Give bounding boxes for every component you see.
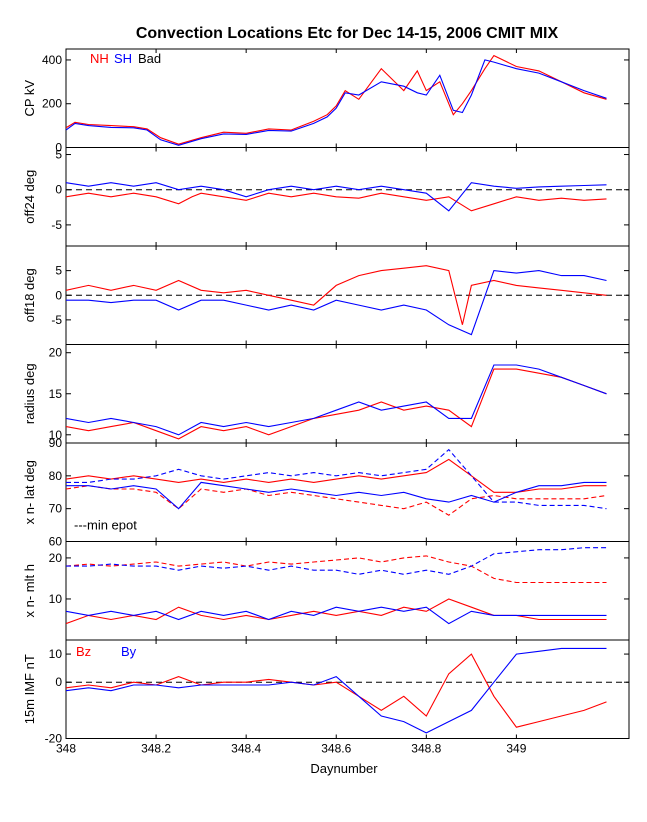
y-tick-label: -20 [45,732,63,746]
series-line-nh [66,54,607,145]
series-group [66,448,607,516]
series-line-nh [66,192,607,212]
legend-nh: NH [90,51,109,66]
panel-imf: -20 0 10 15m IMF nT Bz By [22,639,630,746]
y-tick-label: 10 [49,592,63,606]
legend-by: By [121,644,137,659]
panel-radius: 10 15 20 radius deg [22,344,630,444]
y-tick-label: 80 [49,469,63,483]
x-tick-label: 349 [506,742,526,756]
series-group [66,364,607,440]
y-tick-label: 0 [55,675,62,689]
x-axis: 348 348.2 348.4 348.6 348.8 349 [56,742,527,756]
series-line-sh [66,59,607,146]
series-line-nh-dashed [66,555,607,584]
y-axis-label: radius deg [22,363,37,424]
y-tick-label: 15 [49,387,63,401]
y-tick-label: 70 [49,502,63,516]
y-axis-label: x n- lat deg [22,460,37,524]
chart-title: Convection Locations Etc for Dec 14-15, … [136,25,559,42]
y-tick-label: 20 [49,346,63,360]
y-tick-label: 90 [49,436,63,450]
legend-bad: Bad [138,51,161,66]
series-line-by [66,647,607,734]
series-line-nh-dashed [66,485,607,516]
y-tick-label: 10 [49,647,63,661]
legend-bz: Bz [76,644,91,659]
y-tick-label: 20 [49,551,63,565]
y-tick-label: 400 [42,53,62,67]
panel-frame [65,442,630,542]
panel-frame [65,147,630,247]
series-group [66,547,607,625]
y-tick-label: 0 [55,183,62,197]
series-line-nh [66,265,607,325]
series-group [66,182,607,212]
y-axis-label: CP kV [22,80,37,117]
series-line-sh-dashed [66,448,607,510]
x-axis-label: Daynumber [310,761,378,776]
legend-min-epot: ---min epot [74,518,137,533]
panel-lat: 60 70 80 90 x n- lat deg ---min epot [22,436,630,549]
y-tick-label: 10 [49,428,63,442]
y-tick-label: 5 [55,264,62,278]
series-group [66,265,607,336]
y-tick-label: 200 [42,97,62,111]
y-tick-label: 60 [49,535,63,549]
series-group [66,647,607,734]
x-tick-label: 348.8 [411,742,441,756]
panel-frame [65,541,630,641]
panel-mlt: 10 20 x n- mlt h [22,541,630,641]
y-tick-label: 0 [55,288,62,302]
y-tick-label: -5 [51,218,62,232]
panel-off18: -5 0 5 off18 deg [22,245,630,345]
y-tick-label: -5 [51,313,62,327]
y-axis-label: off18 deg [22,268,37,322]
series-line-nh [66,368,607,440]
series-line-sh-dashed [66,547,607,575]
panel-off24: -5 0 5 off24 deg [22,147,630,247]
series-line-sh [66,270,607,336]
x-tick-label: 348.4 [231,742,261,756]
x-tick-label: 348.2 [141,742,171,756]
series-line-sh [66,606,607,625]
series-line-sh [66,182,607,212]
series-group [66,54,607,146]
y-axis-label: off24 deg [22,170,37,224]
legend-sh: SH [114,51,132,66]
y-tick-label: 5 [55,148,62,162]
panel-cp: 0 200 400 CP kV NH SH Bad [22,48,630,155]
series-line-sh [66,481,607,510]
x-tick-label: 348 [56,742,76,756]
y-axis-label: 15m IMF nT [22,654,37,724]
y-axis-label: x n- mlt h [22,564,37,617]
panel-frame [65,48,630,148]
x-tick-label: 348.6 [321,742,351,756]
panel-frame [65,344,630,444]
series-line-sh [66,364,607,436]
y-tick-label: 0 [55,141,62,155]
